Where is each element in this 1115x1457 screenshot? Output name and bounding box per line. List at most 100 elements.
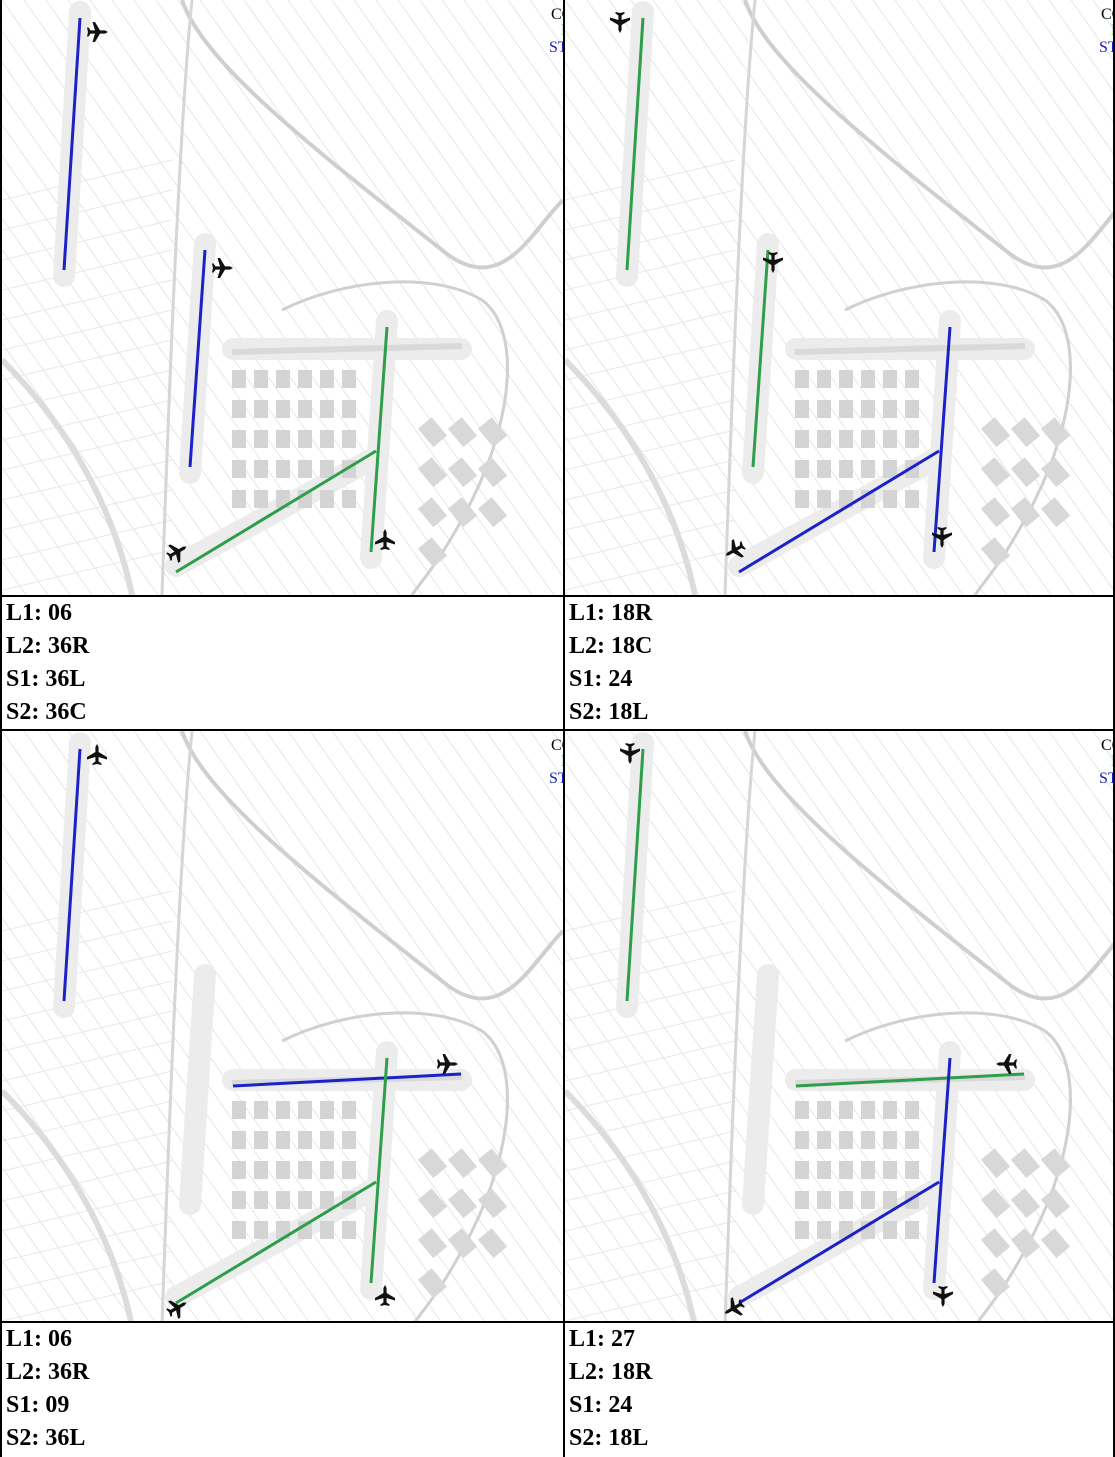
building [1011,417,1040,447]
building [232,1221,246,1239]
runway-assignment: S2: 18L [565,1422,1113,1455]
map-line [2,921,172,961]
page: CONFIGURATION: 1LANDING: GREENSTART: BLU… [0,0,1115,1457]
building [276,370,290,388]
building [254,1161,268,1179]
building [232,460,246,478]
road [745,731,1113,999]
runway-list: L1: 06L2: 36RS1: 09S2: 36L [2,1323,563,1455]
building [817,370,831,388]
building [839,1161,853,1179]
building [448,417,477,447]
map-line [565,921,735,961]
building [905,1101,919,1119]
building [320,400,334,418]
building [254,1131,268,1149]
building [817,400,831,418]
building [839,460,853,478]
runway-strip [190,975,205,1204]
building [795,370,809,388]
config-title: CONFIGURATION: 2 [1101,6,1113,23]
building [254,1191,268,1209]
building [298,1101,312,1119]
building [883,400,897,418]
map-line [2,490,172,530]
map-line [565,400,735,440]
building [276,400,290,418]
config-title: CONFIGURATION: 1 [551,6,563,23]
map-line [565,160,735,200]
runway-assignment: S1: 36L [2,663,563,696]
building [320,1131,334,1149]
building [448,1148,477,1178]
building [817,1191,831,1209]
building [861,1191,875,1209]
building [1011,1148,1040,1178]
building [981,1148,1010,1178]
map-line [2,1221,172,1261]
building [298,430,312,448]
building [861,460,875,478]
map-line [565,891,735,931]
map-line [2,0,268,595]
building [298,400,312,418]
map-line [398,731,563,1321]
map-line [565,1131,735,1171]
building [817,490,831,508]
config-title: CONFIGURATION: 3 [551,737,563,754]
runway-assignment: L1: 18R [565,597,1113,630]
runway-assignment: S1: 24 [565,1389,1113,1422]
building [839,1191,853,1209]
map-line [565,1221,735,1261]
building [232,1191,246,1209]
road [182,0,563,268]
road [162,0,192,595]
building [232,1101,246,1119]
runway-assignment: S2: 36C [2,696,563,729]
map-line [1093,0,1113,595]
building [254,460,268,478]
map-line [565,981,735,1021]
map-line [2,891,172,931]
building [883,490,897,508]
building [795,490,809,508]
building [817,1221,831,1239]
road [182,731,563,999]
building [418,457,447,487]
building [883,1161,897,1179]
building [817,1161,831,1179]
map-line [2,220,172,260]
building [276,1191,290,1209]
building [342,370,356,388]
map-line [565,731,677,1321]
building [232,490,246,508]
building [883,1221,897,1239]
landing-legend: LANDING: GREEN [561,22,563,39]
building [320,1101,334,1119]
building [298,1191,312,1209]
airport-map: CONFIGURATION: 3LANDING: GREENSTART: BLU… [2,731,563,1321]
building [795,400,809,418]
building [839,1131,853,1149]
building [817,460,831,478]
building [839,370,853,388]
building [320,490,334,508]
map-line [2,160,172,200]
start-legend: START: BLUE [549,39,563,56]
map-line [565,731,743,1321]
map-line [156,731,563,1321]
map-line [2,951,172,991]
map-line [2,731,26,1321]
road [725,0,755,595]
building [254,430,268,448]
building [342,1221,356,1239]
building [298,1161,312,1179]
map-line [2,981,172,1021]
map-line [2,0,4,595]
building [861,1161,875,1179]
building [981,1188,1010,1218]
building [883,1101,897,1119]
runway-assignment: S2: 36L [2,1422,563,1455]
building [232,1161,246,1179]
